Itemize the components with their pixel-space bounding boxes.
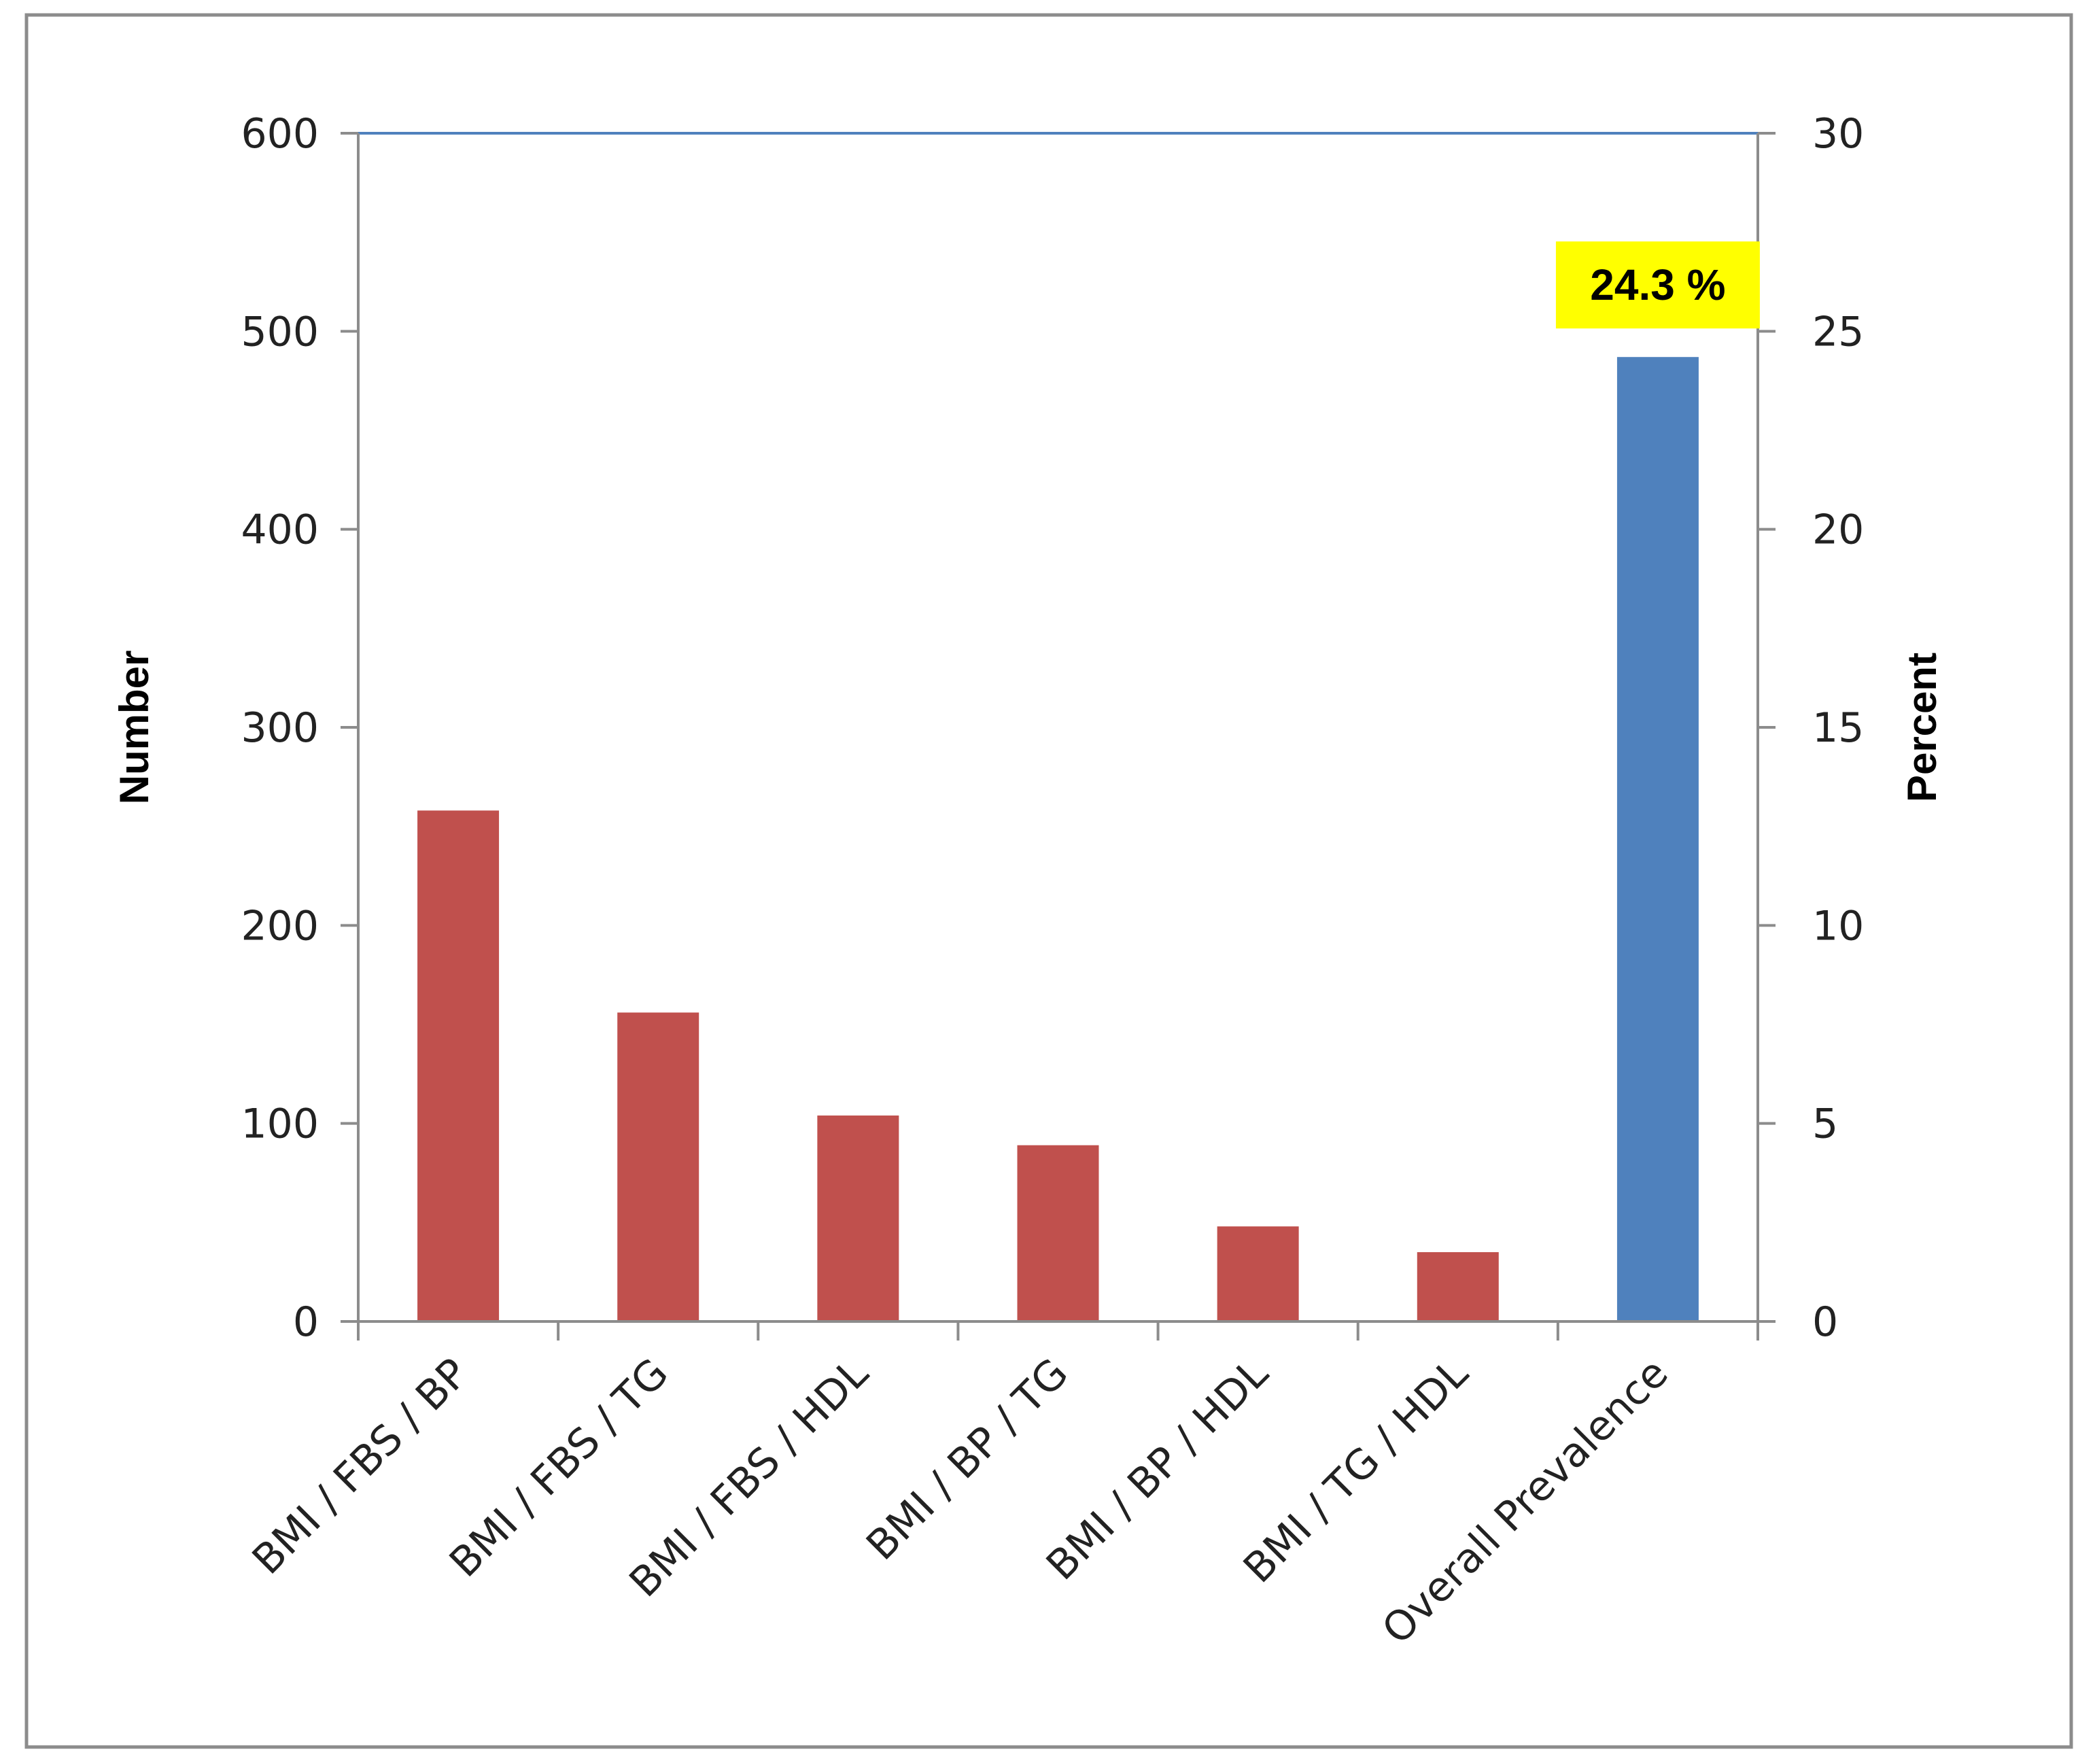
- bar-7: [1616, 357, 1699, 1321]
- bar-4: [1017, 1145, 1099, 1321]
- secondary-y-tick-label: 5: [1812, 1101, 1838, 1148]
- y-axis-title: Number: [111, 651, 157, 805]
- bar-2: [617, 1012, 699, 1321]
- bar-3: [817, 1116, 899, 1321]
- prevalence-annotation: 24.3 %: [1555, 241, 1760, 329]
- secondary-y-tick-label: 30: [1812, 110, 1864, 158]
- y-tick-label: 100: [241, 1101, 319, 1148]
- y-tick-label: 300: [241, 704, 319, 752]
- annotation-highlight: [1555, 241, 1760, 329]
- y-tick-label: 400: [241, 506, 319, 554]
- secondary-y-tick-label: 25: [1812, 308, 1864, 356]
- bar-5: [1217, 1226, 1299, 1321]
- y-tick-label: 0: [293, 1298, 319, 1346]
- secondary-y-tick-label: 0: [1812, 1298, 1838, 1346]
- y-tick-label: 200: [241, 902, 319, 950]
- y-tick-label: 600: [241, 110, 319, 158]
- secondary-y-axis-title: Percent: [1899, 653, 1945, 802]
- secondary-y-tick-label: 15: [1812, 704, 1864, 752]
- secondary-y-tick-label: 10: [1812, 902, 1864, 950]
- annotation-label: 24.3 %: [1590, 260, 1725, 309]
- bar-1: [417, 810, 500, 1321]
- y-tick-label: 500: [241, 308, 319, 356]
- secondary-y-tick-label: 20: [1812, 506, 1864, 554]
- bar-6: [1417, 1252, 1499, 1321]
